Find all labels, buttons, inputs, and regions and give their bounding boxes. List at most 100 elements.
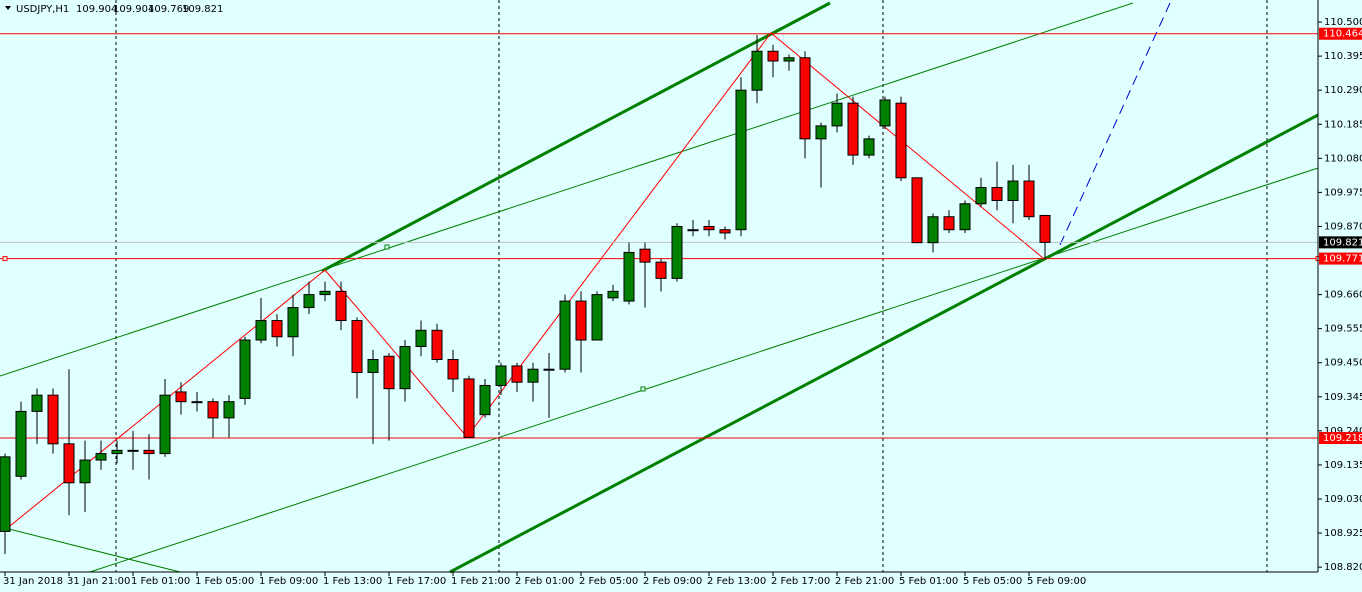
- header-low: 109.769: [148, 4, 189, 15]
- anchor-point: [384, 244, 390, 250]
- candle-body: [735, 89, 747, 231]
- candle-body: [47, 394, 59, 445]
- x-tick-label: 5 Feb 01:00: [899, 576, 958, 587]
- x-tick-label: 1 Feb 17:00: [387, 576, 446, 587]
- candle-body: [767, 50, 779, 62]
- candle-body: [511, 365, 523, 383]
- x-tick-label: 2 Feb 21:00: [835, 576, 894, 587]
- candle-body: [575, 300, 587, 341]
- x-tick-label: 2 Feb 17:00: [771, 576, 830, 587]
- menu-arrow[interactable]: [5, 6, 11, 10]
- candle-body: [271, 320, 283, 338]
- x-tick-label: 31 Jan 2018: [3, 576, 63, 587]
- y-tick-label: 109.030: [1324, 494, 1362, 505]
- candle-body: [31, 394, 43, 412]
- trend-line: [4, 527, 181, 573]
- candle-body: [815, 125, 827, 140]
- candle-body: [943, 216, 955, 231]
- candle-body: [175, 391, 187, 403]
- anchor-point: [640, 386, 646, 392]
- price-label-box: [1319, 432, 1362, 445]
- candle-body: [447, 358, 459, 380]
- y-tick-label: 108.925: [1324, 528, 1362, 539]
- candle-body: [559, 300, 571, 370]
- candle-body: [335, 290, 347, 322]
- y-tick-label: 109.870: [1324, 221, 1362, 232]
- x-tick-label: 1 Feb 13:00: [323, 576, 382, 587]
- current-price-box: [1319, 236, 1362, 249]
- candle-body: [591, 294, 603, 341]
- candle-body: [431, 329, 443, 360]
- candle-body: [1023, 180, 1035, 218]
- candle-body: [207, 401, 219, 419]
- candle-body: [527, 368, 539, 383]
- y-tick-label: 109.660: [1324, 290, 1362, 301]
- candle-body: [319, 290, 331, 296]
- candle-body: [239, 339, 251, 399]
- anchor-point: [2, 256, 8, 262]
- candle-body: [95, 453, 107, 461]
- x-tick-label: 5 Feb 09:00: [1027, 576, 1086, 587]
- candle-body: [127, 449, 139, 452]
- y-tick-label: 109.450: [1324, 358, 1362, 369]
- candle-body: [847, 102, 859, 156]
- current-price-label: 109.821: [1323, 237, 1362, 248]
- price-label: 109.218: [1323, 433, 1362, 444]
- price-label: 109.771: [1323, 254, 1362, 265]
- candle-body: [911, 177, 923, 244]
- candle-body: [255, 320, 267, 341]
- candle-body: [63, 443, 75, 484]
- x-tick-label: 1 Feb 09:00: [259, 576, 318, 587]
- candle-body: [959, 203, 971, 231]
- y-tick-label: 109.975: [1324, 187, 1362, 198]
- x-tick-label: 2 Feb 13:00: [707, 576, 766, 587]
- trend-line: [0, 2, 1134, 377]
- channel-line: [449, 113, 1319, 574]
- candle-body: [975, 187, 987, 205]
- candle-body: [415, 329, 427, 348]
- x-tick-label: 1 Feb 01:00: [131, 576, 190, 587]
- candle-body: [1039, 214, 1051, 243]
- x-tick-label: 31 Jan 21:00: [67, 576, 130, 587]
- y-tick-label: 110.500: [1324, 17, 1362, 28]
- candle-body: [751, 50, 763, 91]
- candle-body: [1007, 180, 1019, 202]
- projection-line: [1059, 2, 1171, 246]
- x-tick-label: 1 Feb 05:00: [195, 576, 254, 587]
- candle-body: [991, 187, 1003, 202]
- candle-body: [687, 229, 699, 232]
- candle-body: [0, 456, 11, 532]
- x-tick-label: 2 Feb 01:00: [515, 576, 574, 587]
- x-tick-label: 2 Feb 09:00: [643, 576, 702, 587]
- price-label: 110.464: [1323, 29, 1362, 40]
- candle-body: [303, 294, 315, 309]
- candle-body: [383, 355, 395, 390]
- candle-body: [287, 307, 299, 338]
- channel-line: [321, 1, 831, 273]
- y-tick-label: 109.345: [1324, 392, 1362, 403]
- candle-body: [367, 358, 379, 373]
- header-open: 109.904: [76, 4, 117, 15]
- symbol: USDJPY,H1: [16, 4, 69, 15]
- candle-body: [879, 99, 891, 127]
- candle-body: [479, 384, 491, 416]
- x-tick-label: 2 Feb 05:00: [579, 576, 638, 587]
- candle-body: [655, 261, 667, 279]
- candle-body: [831, 102, 843, 127]
- y-tick-label: 110.080: [1324, 153, 1362, 164]
- candle-body: [927, 216, 939, 244]
- candle-body: [495, 365, 507, 386]
- candle-body: [79, 459, 91, 484]
- candle-body: [143, 449, 155, 455]
- y-tick-label: 109.555: [1324, 324, 1362, 335]
- candle-body: [799, 57, 811, 140]
- y-tick-label: 110.290: [1324, 85, 1362, 96]
- candle-body: [223, 401, 235, 419]
- candle-body: [15, 410, 27, 477]
- y-tick-label: 109.240: [1324, 426, 1362, 437]
- candle-body: [703, 225, 715, 231]
- candle-body: [399, 346, 411, 390]
- plot: [0, 33, 1321, 555]
